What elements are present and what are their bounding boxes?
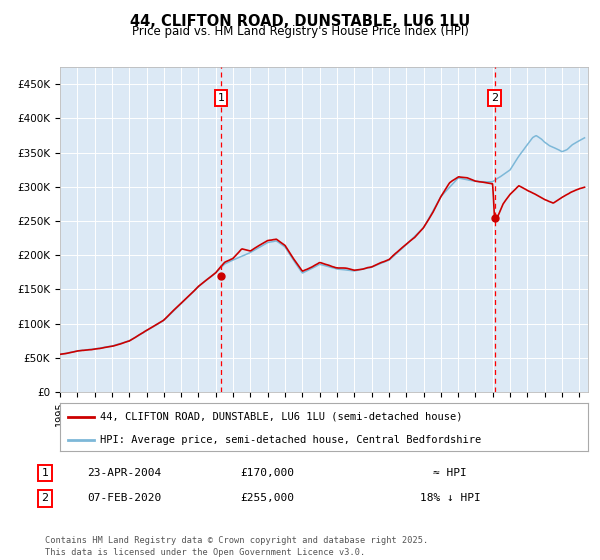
Text: 2: 2 — [41, 493, 49, 503]
Text: Contains HM Land Registry data © Crown copyright and database right 2025.
This d: Contains HM Land Registry data © Crown c… — [45, 536, 428, 557]
Text: ≈ HPI: ≈ HPI — [433, 468, 467, 478]
Text: Price paid vs. HM Land Registry's House Price Index (HPI): Price paid vs. HM Land Registry's House … — [131, 25, 469, 38]
Text: 18% ↓ HPI: 18% ↓ HPI — [419, 493, 481, 503]
Text: 07-FEB-2020: 07-FEB-2020 — [87, 493, 161, 503]
Text: 1: 1 — [218, 93, 224, 103]
Text: £170,000: £170,000 — [240, 468, 294, 478]
Text: 44, CLIFTON ROAD, DUNSTABLE, LU6 1LU: 44, CLIFTON ROAD, DUNSTABLE, LU6 1LU — [130, 14, 470, 29]
Text: £255,000: £255,000 — [240, 493, 294, 503]
Text: HPI: Average price, semi-detached house, Central Bedfordshire: HPI: Average price, semi-detached house,… — [100, 435, 481, 445]
Text: 1: 1 — [41, 468, 49, 478]
Text: 23-APR-2004: 23-APR-2004 — [87, 468, 161, 478]
Text: 2: 2 — [491, 93, 498, 103]
Text: 44, CLIFTON ROAD, DUNSTABLE, LU6 1LU (semi-detached house): 44, CLIFTON ROAD, DUNSTABLE, LU6 1LU (se… — [100, 412, 462, 422]
